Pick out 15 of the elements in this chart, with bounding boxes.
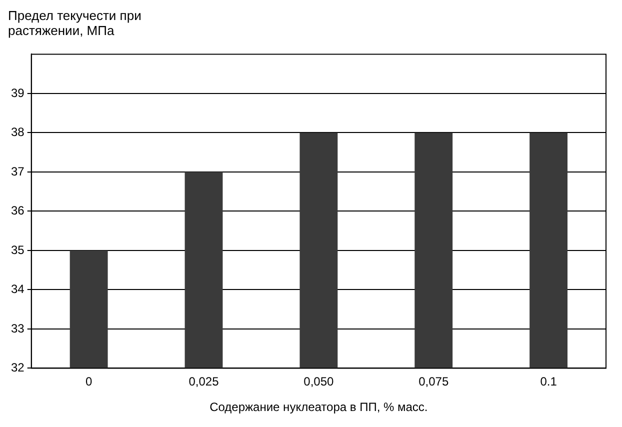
x-tick-label: 0 [85, 374, 92, 389]
y-tick-label: 33 [10, 321, 25, 336]
x-tick-label: 0.1 [540, 374, 558, 389]
y-tick-label: 35 [10, 242, 25, 257]
x-axis-title: Содержание нуклеатора в ПП, % масс. [210, 400, 428, 414]
y-tick-label: 36 [10, 204, 25, 218]
y-axis-title: Предел текучести при растяжении, МПа [8, 8, 142, 40]
y-tick-label: 39 [10, 86, 25, 100]
x-tick-label: 0,075 [418, 374, 449, 389]
x-tick-label: 0,050 [304, 374, 334, 389]
y-tick-label: 34 [10, 282, 25, 296]
x-tick-label: 0,025 [188, 374, 220, 389]
y-tick-label: 32 [10, 360, 25, 375]
y-tick-label: 38 [10, 125, 25, 140]
y-tick-label: 37 [10, 164, 25, 178]
